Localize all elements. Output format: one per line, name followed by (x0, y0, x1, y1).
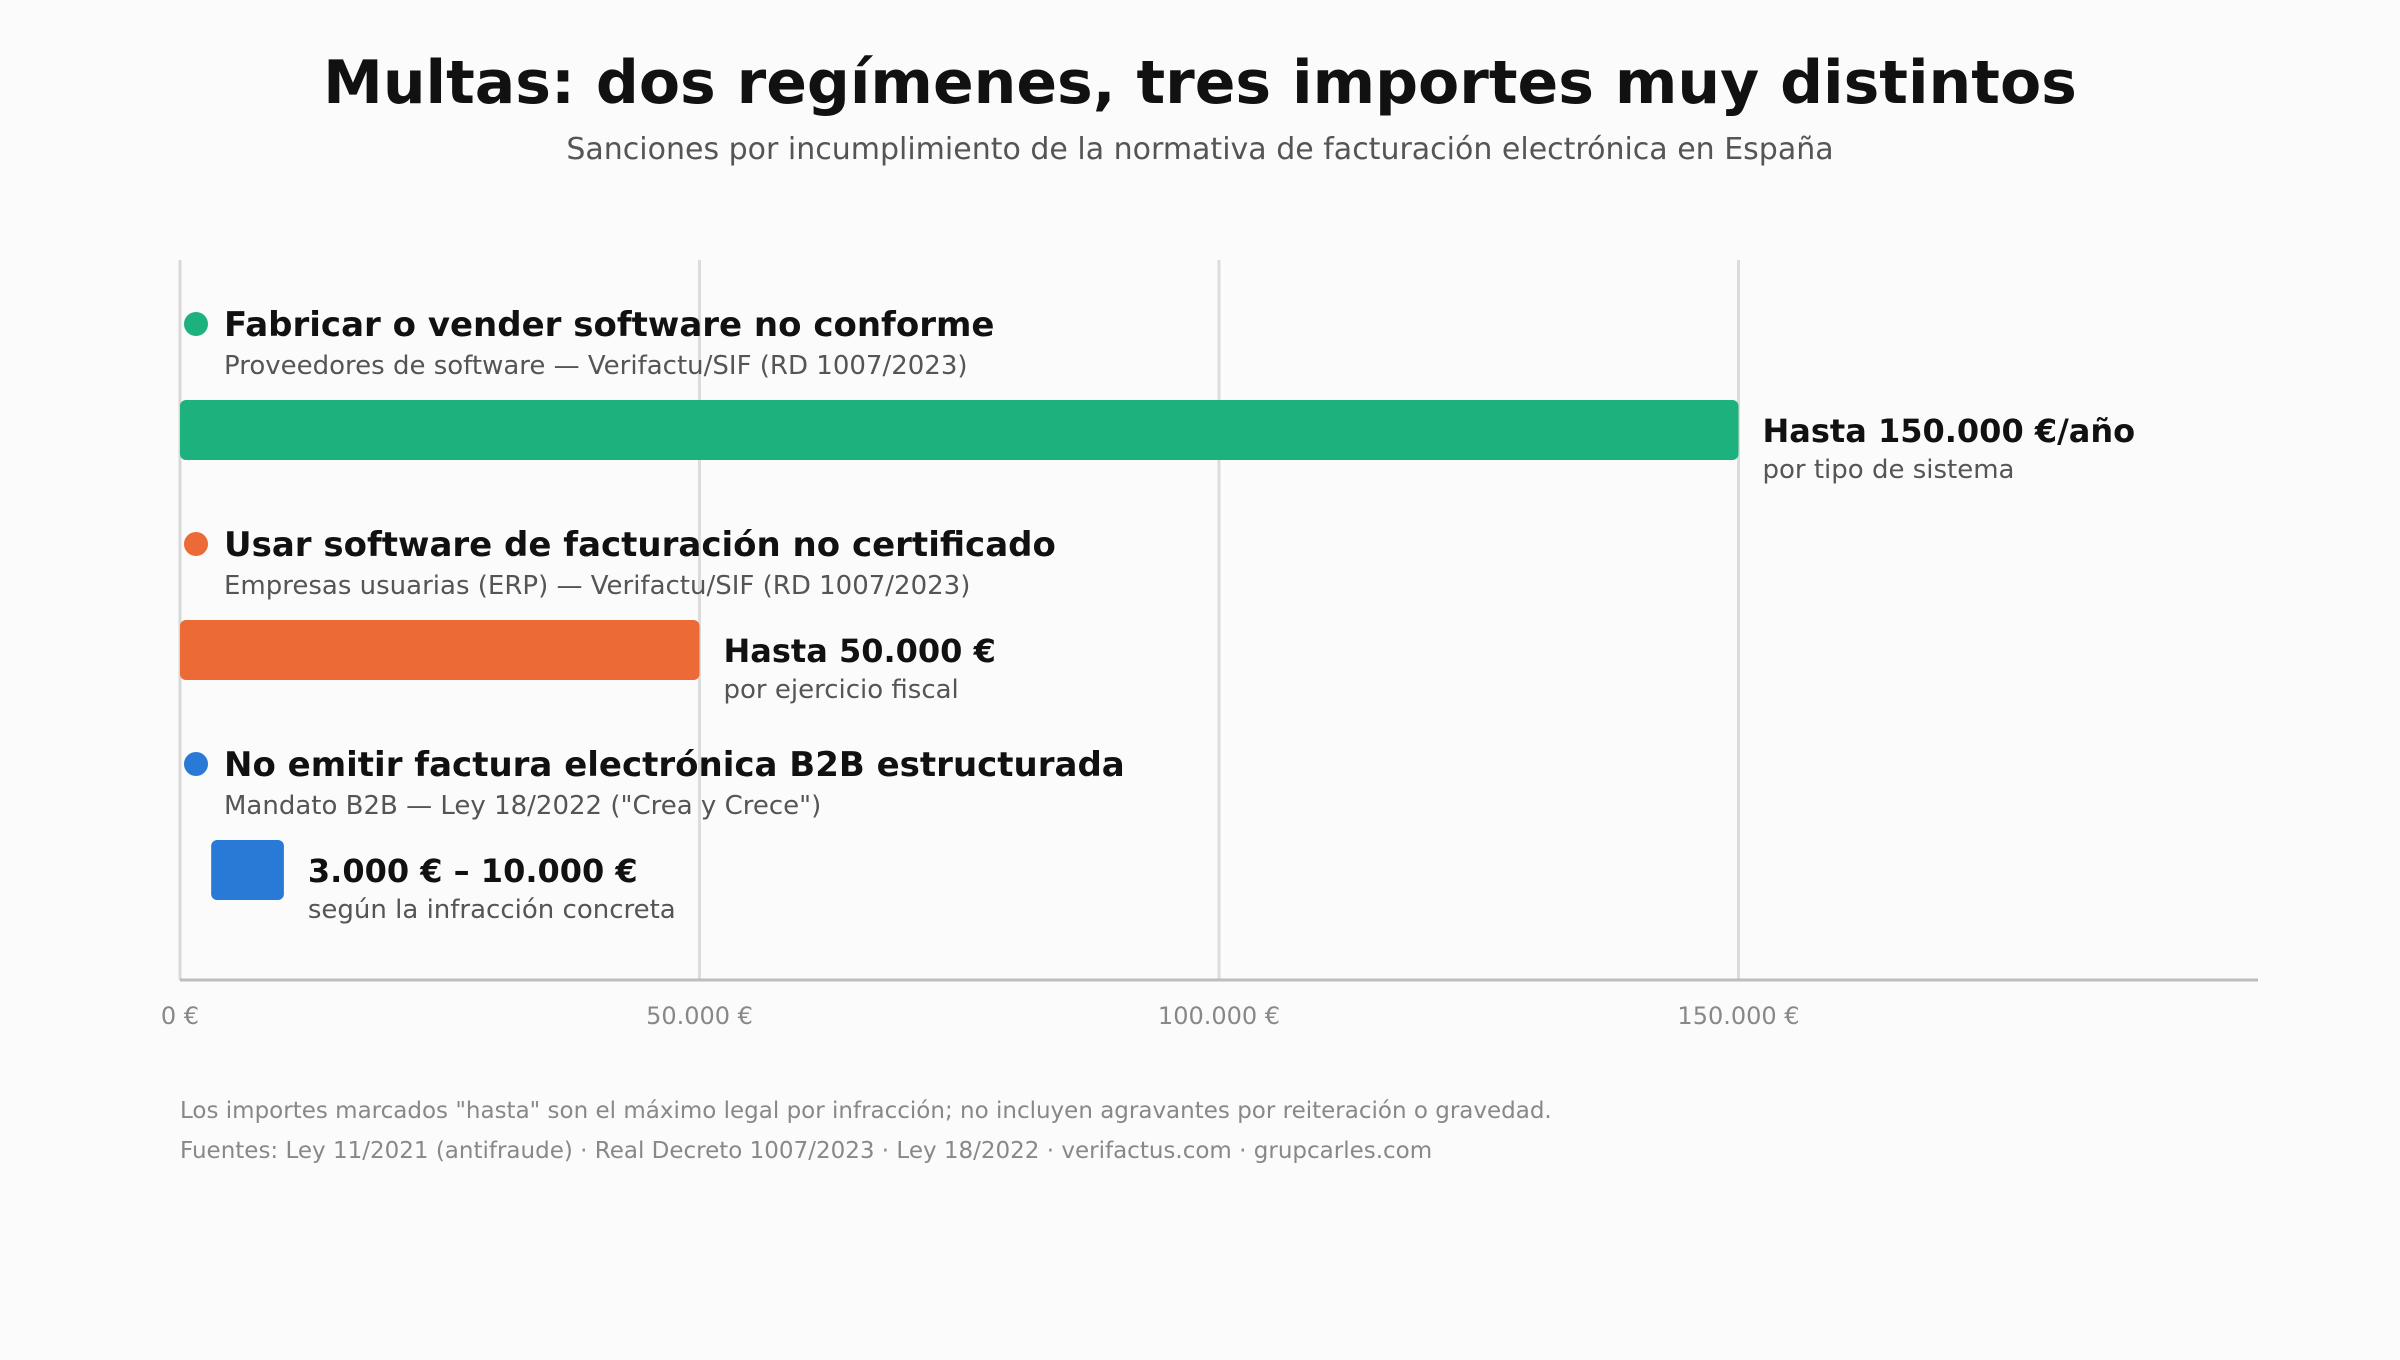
x-tick-label: 50.000 € (646, 1002, 753, 1030)
series-subtitle: Mandato B2B — Ley 18/2022 ("Crea y Crece… (224, 791, 821, 821)
series-name: No emitir factura electrónica B2B estruc… (224, 745, 1125, 785)
bar (180, 400, 1739, 460)
series-subtitle: Empresas usuarias (ERP) — Verifactu/SIF … (224, 571, 970, 601)
chart-title: Multas: dos regímenes, tres importes muy… (323, 48, 2077, 118)
sources-note: Fuentes: Ley 11/2021 (antifraude) · Real… (180, 1138, 1433, 1164)
bar-value-sublabel: por ejercicio fiscal (724, 675, 959, 705)
x-tick-label: 0 € (161, 1002, 199, 1030)
series-subtitle: Proveedores de software — Verifactu/SIF … (224, 351, 968, 381)
series-marker-1 (184, 532, 208, 556)
bar (180, 620, 700, 680)
series-marker-0 (184, 312, 208, 336)
series-marker-2 (184, 752, 208, 776)
bar-value-sublabel: según la infracción concreta (308, 895, 676, 925)
bar-value-sublabel: por tipo de sistema (1763, 455, 2015, 485)
bar-value-label: Hasta 150.000 €/año (1763, 412, 2136, 450)
x-tick-label: 150.000 € (1677, 1002, 1799, 1030)
bar-value-label: 3.000 € – 10.000 € (308, 852, 638, 890)
series-name: Fabricar o vender software no conforme (224, 305, 994, 345)
chart-subtitle: Sanciones por incumplimiento de la norma… (566, 132, 1834, 167)
bar-value-label: Hasta 50.000 € (724, 632, 996, 670)
bar (211, 840, 284, 900)
series-name: Usar software de facturación no certific… (224, 525, 1056, 565)
footnote: Los importes marcados "hasta" son el máx… (180, 1098, 1552, 1124)
x-tick-label: 100.000 € (1158, 1002, 1280, 1030)
